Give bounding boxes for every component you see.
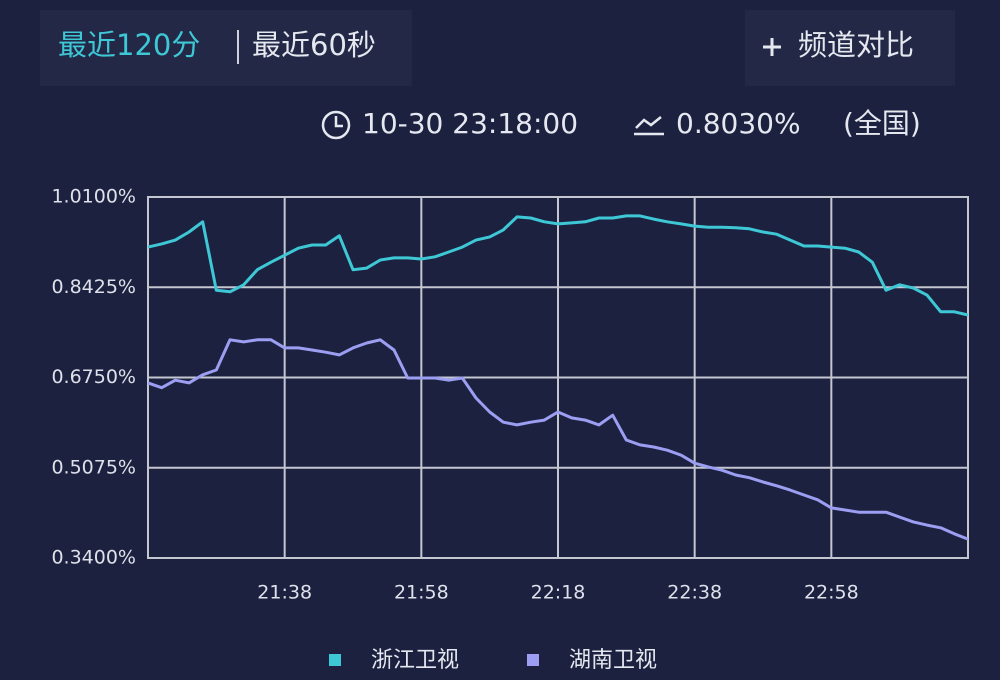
tab[interactable]: 最近60秒 xyxy=(252,28,376,62)
time: 10-30 23:18:00 xyxy=(362,107,578,140)
rate-icon xyxy=(634,116,664,136)
legend-swatch xyxy=(527,654,539,666)
y-tick-label: 0.8425% xyxy=(51,276,136,298)
series-line xyxy=(147,338,969,541)
series-line xyxy=(147,214,969,317)
y-tick-label: 0.6750% xyxy=(51,366,136,388)
x-tick-label: 22:58 xyxy=(804,582,859,604)
tab-bar xyxy=(40,10,412,86)
compare-button[interactable]: 频道对比 xyxy=(745,10,955,86)
button-label: 频道对比 xyxy=(798,28,914,62)
rate: 0.8030% xyxy=(676,107,801,140)
tab-active[interactable]: 最近120分 xyxy=(58,28,200,62)
plus-icon xyxy=(763,38,781,56)
legend-label: 浙江卫视 xyxy=(371,648,459,673)
legend-swatch xyxy=(329,654,341,666)
y-tick-label: 1.0100% xyxy=(51,186,136,208)
x-tick-label: 21:58 xyxy=(394,582,449,604)
y-tick-label: 0.3400% xyxy=(51,547,136,569)
plot: 0.3400% 0.5075% 0.6750% 0.8425% 1.0100% 21:38… xyxy=(51,186,969,673)
clock-icon xyxy=(321,110,351,140)
y-tick-label: 0.5075% xyxy=(51,456,136,478)
x-tick-label: 21:38 xyxy=(257,582,312,604)
legend-label: 湖南卫视 xyxy=(569,648,657,673)
x-tick-label: 22:38 xyxy=(667,582,722,604)
region: (全国) xyxy=(843,107,921,140)
x-tick-label: 22:18 xyxy=(531,582,586,604)
